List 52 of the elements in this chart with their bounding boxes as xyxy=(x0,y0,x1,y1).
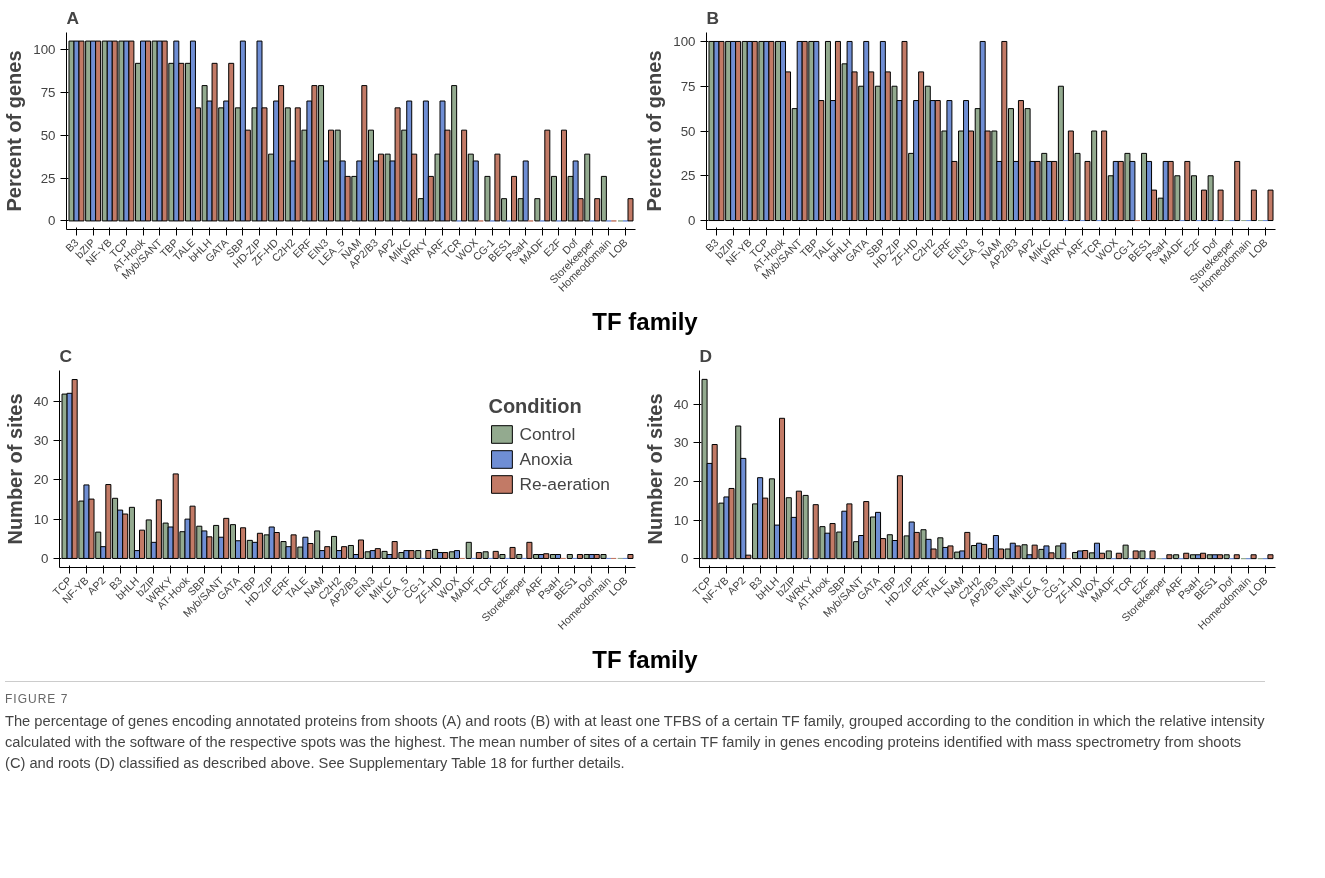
y-tick-label: 100 xyxy=(33,42,56,58)
bar xyxy=(627,198,634,222)
y-tick-label: 0 xyxy=(41,550,49,566)
legend-label: Anoxia xyxy=(519,448,573,470)
legend-label: Control xyxy=(519,423,576,445)
bar xyxy=(534,198,541,222)
bar xyxy=(1250,554,1257,560)
y-tick-label: 25 xyxy=(40,170,56,186)
bar xyxy=(1217,189,1224,222)
y-tick-label: 50 xyxy=(680,123,696,139)
bar xyxy=(627,554,634,559)
y-tick-label: 30 xyxy=(673,435,689,451)
y-tick-label: 20 xyxy=(33,472,49,488)
y-tick-label: 10 xyxy=(33,511,49,527)
y-tick-label: 0 xyxy=(48,213,56,229)
y-tick-label: 100 xyxy=(673,33,696,49)
chart-title: C xyxy=(59,345,73,366)
x-axis-title: TF family xyxy=(591,645,699,675)
caption: FIGURE 7 xyxy=(5,691,70,708)
x-axis-title: TF family xyxy=(591,307,699,337)
bar xyxy=(566,554,573,559)
y-tick-label: 50 xyxy=(40,127,56,143)
y-tick-label: 20 xyxy=(673,474,689,490)
y-tick-label: 75 xyxy=(40,84,56,100)
bar xyxy=(1267,554,1274,560)
bar xyxy=(1149,550,1156,560)
y-tick-label: 25 xyxy=(680,168,696,184)
y-tick-label: 75 xyxy=(680,78,696,94)
y-axis-title: Percent of genes xyxy=(643,50,666,212)
y-axis-title: Number of sites xyxy=(3,393,26,545)
y-tick-label: 0 xyxy=(681,551,689,567)
bar xyxy=(465,541,472,559)
bar xyxy=(1250,189,1257,222)
y-tick-label: 10 xyxy=(673,512,689,528)
y-tick-label: 40 xyxy=(673,396,689,412)
chart-title: B xyxy=(706,7,720,28)
bar xyxy=(1267,189,1274,222)
bar xyxy=(1234,160,1241,222)
y-tick-label: 30 xyxy=(33,432,49,448)
y-axis-title: Number of sites xyxy=(643,393,666,545)
bar xyxy=(453,550,460,559)
legend-label: Re-aeration xyxy=(519,473,610,495)
text: The percentage of genes encoding annotated proteins from shoots (A) and roots (B) with at least one TFBS of a certain TF family, grouped according to the condition in which the relative intensity calculated with the software of the respective spots was the highest. The mean number of sites of a certain TF family in genes encoding proteins identified with mass spectrometry from shoots (C) and roots (D) classified as described above. See Supplementary Table 18 for further details. xyxy=(5,712,1265,774)
bar xyxy=(522,160,529,222)
legend-title: Condition xyxy=(488,395,583,418)
chart-title: D xyxy=(699,345,713,366)
y-axis-title: Percent of genes xyxy=(3,50,26,212)
y-tick-label: 40 xyxy=(33,393,49,409)
y-tick-label: 0 xyxy=(688,213,696,229)
bar xyxy=(1233,554,1240,560)
bar xyxy=(484,175,491,222)
chart-title: A xyxy=(66,7,80,28)
